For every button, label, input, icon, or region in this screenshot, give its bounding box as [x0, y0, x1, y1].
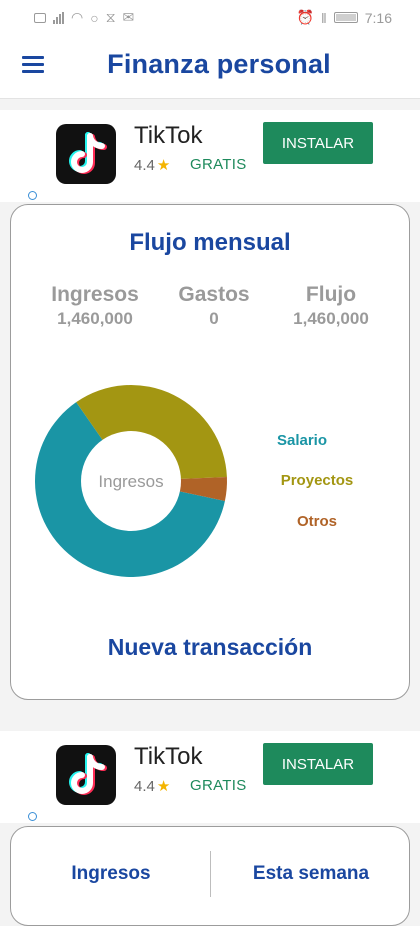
stat-flow-label: Flujo [305, 283, 357, 306]
tiktok-logo-icon[interactable] [56, 124, 116, 184]
new-transaction-button[interactable]: Nueva transacción [107, 634, 313, 660]
signal-icon [53, 11, 64, 24]
monthly-flow-card: Flujo mensual Ingresos 1,460,000 Gastos … [10, 204, 410, 700]
legend-item-proyectos: Proyectos [280, 472, 354, 489]
status-bar: ◠ ○ ⧖ ✉ ⏰ ‖ 7:16 [0, 0, 420, 34]
stat-flow: Flujo 1,460,000 [266, 283, 396, 329]
alarm-icon: ⏰ [296, 9, 314, 25]
notification-icon [34, 12, 46, 23]
ad-price: GRATIS [190, 156, 247, 173]
ad-rating-value: 4.4 [134, 778, 155, 795]
status-time: 7:16 [364, 9, 392, 26]
ad-info-icon[interactable] [28, 812, 37, 821]
donut-slice-proyectos[interactable] [76, 385, 227, 481]
hamburger-menu-icon[interactable] [22, 56, 44, 74]
stat-expenses: Gastos 0 [149, 283, 279, 329]
stat-income: Ingresos 1,460,000 [30, 283, 160, 329]
donut-center-label: Ingresos [98, 472, 163, 491]
legend-item-salario: Salario [276, 432, 328, 449]
ad-app-name: TikTok [134, 743, 203, 770]
ad-info-icon[interactable] [28, 191, 37, 200]
status-right-icons: ⏰ ‖ 7:16 [297, 9, 392, 26]
install-button[interactable]: INSTALAR [263, 122, 373, 164]
summary-card: Ingresos Esta semana [10, 826, 410, 926]
install-button[interactable]: INSTALAR [263, 743, 373, 785]
ad-rating-value: 4.4 [134, 157, 155, 174]
tab-divider [210, 851, 211, 897]
wifi-icon: ◠ [71, 9, 84, 25]
page-title: Finanza personal [107, 49, 331, 79]
donut-hole [81, 431, 181, 531]
stat-income-label: Ingresos [51, 283, 139, 306]
cast-icon: ⧖ [105, 9, 116, 25]
vibrate-icon: ‖ [320, 9, 327, 26]
app-bar: Finanza personal [0, 34, 420, 99]
stat-income-value: 1,460,000 [57, 309, 133, 328]
card-title: Flujo mensual [129, 229, 291, 256]
stat-flow-value: 1,460,000 [293, 309, 369, 328]
ad-rating: 4.4 ★ [134, 156, 170, 174]
ad-app-name: TikTok [134, 122, 203, 149]
income-donut-chart[interactable]: Ingresos [26, 376, 236, 586]
legend-item-otros: Otros [296, 513, 337, 530]
ad-rating: 4.4 ★ [134, 777, 170, 795]
ad-banner-bottom[interactable]: TikTok 4.4 ★ GRATIS INSTALAR [0, 731, 420, 823]
ad-banner-top[interactable]: TikTok 4.4 ★ GRATIS INSTALAR [0, 110, 420, 202]
ad-price: GRATIS [190, 777, 247, 794]
whatsapp-icon: ○ [90, 9, 99, 26]
star-icon: ★ [156, 157, 171, 174]
battery-icon [333, 12, 358, 23]
status-left-icons: ◠ ○ ⧖ ✉ [34, 9, 134, 26]
tab-ingresos[interactable]: Ingresos [71, 863, 151, 884]
stat-expenses-label: Gastos [178, 283, 250, 306]
tab-esta-semana[interactable]: Esta semana [252, 863, 370, 884]
tiktok-logo-icon[interactable] [56, 745, 116, 805]
stat-expenses-value: 0 [209, 309, 219, 328]
star-icon: ★ [156, 778, 171, 795]
mail-icon: ✉ [122, 9, 135, 25]
